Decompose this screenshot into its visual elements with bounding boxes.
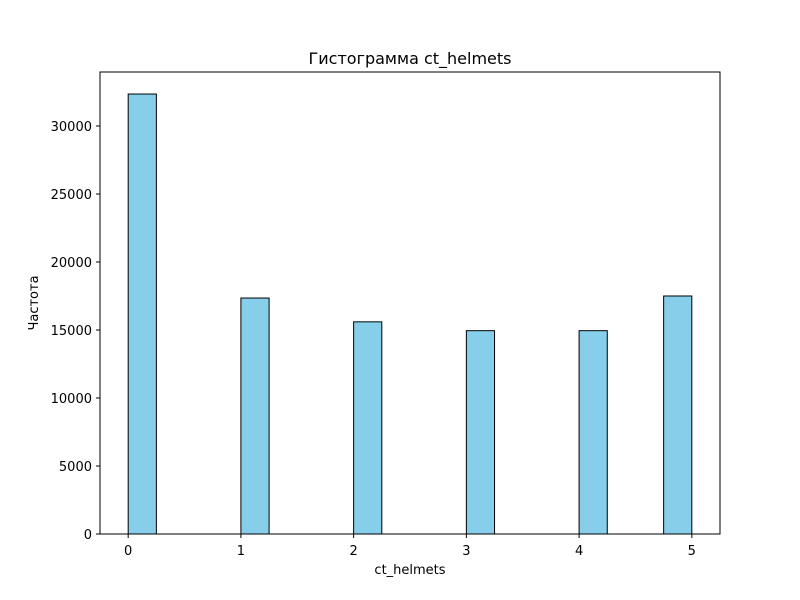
x-axis-ticks: 0 1 2 3 4 5 <box>124 534 696 559</box>
histogram-bar-3 <box>465 330 496 535</box>
y-tick-label: 5000 <box>59 460 92 475</box>
y-tick-label: 30000 <box>51 120 92 135</box>
y-axis-label: Частота <box>27 275 42 330</box>
x-tick-label: 0 <box>124 544 132 559</box>
bars-layer <box>127 93 693 535</box>
x-tick-label: 2 <box>349 544 357 559</box>
x-tick-label: 5 <box>688 544 696 559</box>
histogram-bar-0 <box>127 93 157 535</box>
x-tick-label: 4 <box>575 544 583 559</box>
y-axis-ticks: 0 5000 10000 15000 20000 25000 30000 <box>51 120 100 543</box>
histogram-bar-1 <box>240 297 270 535</box>
y-tick-label: 20000 <box>51 256 92 271</box>
chart-title: Гистограмма ct_helmets <box>309 49 512 69</box>
plot-frame <box>99 71 721 535</box>
y-tick-label: 15000 <box>51 324 92 339</box>
x-tick-label: 1 <box>237 544 245 559</box>
y-tick-label: 0 <box>84 528 92 543</box>
x-tick-label: 3 <box>462 544 470 559</box>
y-tick-label: 10000 <box>51 392 92 407</box>
x-axis-label: ct_helmets <box>374 563 445 578</box>
y-tick-label: 25000 <box>51 188 92 203</box>
histogram-bar-4 <box>578 330 608 535</box>
histogram-bar-5 <box>663 295 693 535</box>
histogram-bar-2 <box>353 321 383 535</box>
